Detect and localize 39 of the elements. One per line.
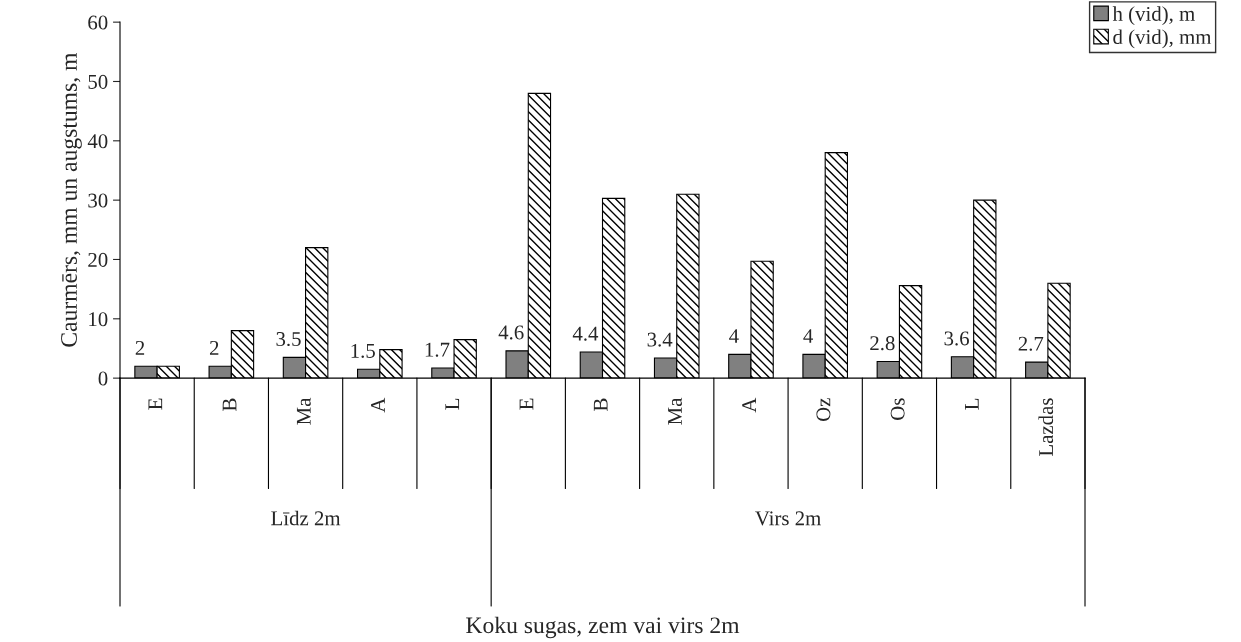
x-tick-label: Oz <box>816 398 831 422</box>
x-tick-label: L <box>445 398 460 410</box>
data-label: 4.6 <box>498 325 524 340</box>
y-tick-label: 50 <box>88 74 108 89</box>
text: Virs 2m <box>755 511 821 526</box>
x-tick-label: Ma <box>668 397 682 425</box>
legend-label: h (vid), m <box>1112 6 1195 26</box>
text: Koku sugas, zem vai virs 2m <box>466 616 740 639</box>
data-label: 3.4 <box>647 332 673 347</box>
data-label: 2.8 <box>870 336 895 351</box>
data-label: 4 <box>803 329 814 343</box>
legend-label: d (vid), mm <box>1113 29 1212 49</box>
x-tick-label: B <box>222 398 237 411</box>
x-tick-label: B <box>593 398 608 411</box>
y-tick-label: 10 <box>89 312 108 327</box>
data-label: 1.7 <box>425 342 450 357</box>
x-tick-label: A <box>371 397 385 413</box>
x-tick-label: E <box>519 398 534 410</box>
text: Līdz 2m <box>271 510 341 526</box>
y-tick-label: 30 <box>88 193 108 208</box>
x-tick-label: L <box>965 398 979 410</box>
x-tick-label: Lazdas <box>1038 398 1054 456</box>
data-label: 1.5 <box>351 343 375 358</box>
y-tick-label: 0 <box>98 371 108 386</box>
x-tick-label: Ma <box>296 397 311 425</box>
data-label: 3.6 <box>944 331 969 346</box>
data-label: 4 <box>729 329 739 343</box>
data-label: 3.5 <box>276 332 301 347</box>
x-tick-label: Os <box>890 398 905 420</box>
y-axis-title: Caurmērs, mm un augstums, m <box>61 52 82 347</box>
y-tick-label: 40 <box>87 134 108 149</box>
data-label: 4.4 <box>572 326 599 341</box>
data-label: 2.7 <box>1018 336 1044 351</box>
y-tick-label: 20 <box>88 252 108 267</box>
data-label: 2 <box>209 340 219 355</box>
y-tick-label: 60 <box>88 15 108 30</box>
x-tick-label: A <box>742 397 756 413</box>
data-label: 2 <box>135 340 145 355</box>
x-tick-label: E <box>148 398 163 410</box>
